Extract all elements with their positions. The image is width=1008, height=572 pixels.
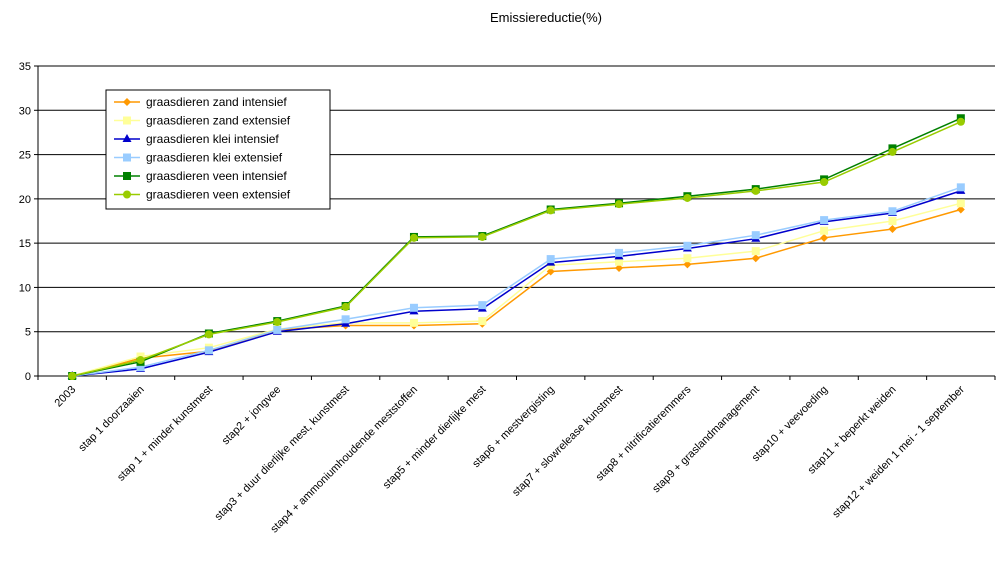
legend-label: graasdieren klei intensief — [146, 132, 279, 146]
data-point — [615, 257, 624, 266]
legend-label: graasdieren zand intensief — [146, 95, 287, 109]
legend-item-graasdieren-klei-intensief: graasdieren klei intensief — [114, 132, 279, 146]
y-tick-labels: 0 5 10 15 20 25 30 35 — [19, 61, 31, 383]
legend-marker — [123, 172, 131, 180]
data-point — [615, 248, 624, 257]
series-graasdieren-veen-extensief — [68, 117, 965, 380]
y-tick-label: 35 — [19, 61, 31, 73]
data-point — [409, 318, 418, 327]
data-point — [478, 301, 487, 310]
y-tick-label: 30 — [19, 105, 31, 117]
series-line-graasdieren-veen-extensief — [72, 121, 962, 377]
data-point — [683, 254, 692, 263]
x-tick-label: stap2 + jongvee — [220, 384, 284, 448]
data-point — [478, 232, 487, 241]
data-point — [204, 346, 213, 355]
legend-item-graasdieren-zand-extensief: graasdieren zand extensief — [114, 114, 291, 128]
legend-label: graasdieren veen intensief — [146, 169, 287, 183]
y-tick-label: 15 — [19, 238, 31, 250]
x-tick-label: 2003 — [53, 384, 79, 410]
series-layer — [67, 114, 966, 380]
data-point — [956, 205, 965, 214]
data-point — [273, 317, 282, 326]
data-point — [341, 315, 350, 324]
legend-item-graasdieren-veen-extensief: graasdieren veen extensief — [114, 188, 291, 202]
x-tick-label: stap12 + weiden 1 mei - 1 september — [830, 383, 967, 520]
data-point — [409, 233, 418, 242]
data-point — [136, 356, 145, 365]
data-point — [136, 363, 145, 372]
y-tick-label: 20 — [19, 194, 31, 206]
legend-label: graasdieren zand extensief — [146, 114, 291, 128]
x-tick-label: stap 1 doorzaaien — [76, 384, 146, 454]
data-point — [888, 207, 897, 216]
x-tick-label: stap7 + slowrelease kunstmest — [510, 384, 625, 499]
series-graasdieren-klei-extensief — [68, 183, 965, 380]
data-point — [478, 317, 487, 326]
legend: graasdieren zand intensief graasdieren za… — [105, 89, 331, 210]
data-point — [820, 178, 829, 187]
data-point — [956, 183, 965, 192]
data-point — [956, 117, 965, 126]
y-tick-label: 0 — [25, 371, 31, 383]
legend-marker — [123, 190, 131, 199]
data-point — [683, 193, 692, 202]
data-point — [751, 186, 760, 195]
data-point — [409, 303, 418, 312]
legend-item-graasdieren-klei-extensief: graasdieren klei extensief — [114, 151, 283, 165]
data-point — [341, 302, 350, 311]
data-point — [751, 247, 760, 256]
data-point — [751, 254, 760, 263]
legend-item-graasdieren-veen-intensief: graasdieren veen intensief — [114, 169, 287, 183]
data-point — [820, 233, 829, 242]
legend-marker — [122, 134, 132, 142]
data-point — [820, 226, 829, 235]
data-point — [68, 372, 77, 380]
data-point — [273, 325, 282, 334]
data-point — [615, 200, 624, 209]
x-tick-label: stap3 + duur dierlijke mest, kunstmest — [212, 384, 351, 523]
series-line-graasdieren-klei-extensief — [72, 186, 962, 377]
series-line-graasdieren-veen-intensief — [72, 117, 962, 377]
data-point — [683, 260, 692, 269]
legend-marker — [123, 153, 131, 162]
data-point — [204, 330, 213, 339]
data-point — [546, 206, 555, 215]
data-point — [956, 199, 965, 208]
data-point — [546, 267, 555, 276]
legend-label: graasdieren klei extensief — [146, 151, 283, 165]
legend-marker — [123, 116, 131, 125]
data-point — [751, 231, 760, 240]
data-point — [683, 241, 692, 250]
data-point — [820, 216, 829, 225]
legend-label: graasdieren veen extensief — [146, 188, 291, 202]
series-line-graasdieren-zand-extensief — [71, 202, 961, 377]
chart-title: Emissiereductie(%) — [490, 10, 602, 25]
series-line-graasdieren-klei-intensief — [72, 190, 962, 377]
legend-marker — [123, 98, 131, 106]
legend-item-graasdieren-zand-intensief: graasdieren zand intensief — [114, 95, 287, 109]
data-point — [888, 147, 897, 156]
y-tick-label: 10 — [19, 282, 31, 294]
legend-box — [105, 89, 331, 210]
data-point — [888, 217, 897, 225]
data-point — [888, 224, 897, 233]
y-tick-label: 25 — [19, 150, 31, 162]
x-tick-label: stap10 + veevoeding — [750, 384, 830, 464]
data-point — [615, 263, 624, 272]
y-tick-label: 5 — [25, 327, 31, 339]
axes — [34, 65, 996, 380]
data-point — [546, 255, 555, 264]
x-tick-label: stap4 + ammoniumhoudende meststoffen — [268, 384, 420, 536]
